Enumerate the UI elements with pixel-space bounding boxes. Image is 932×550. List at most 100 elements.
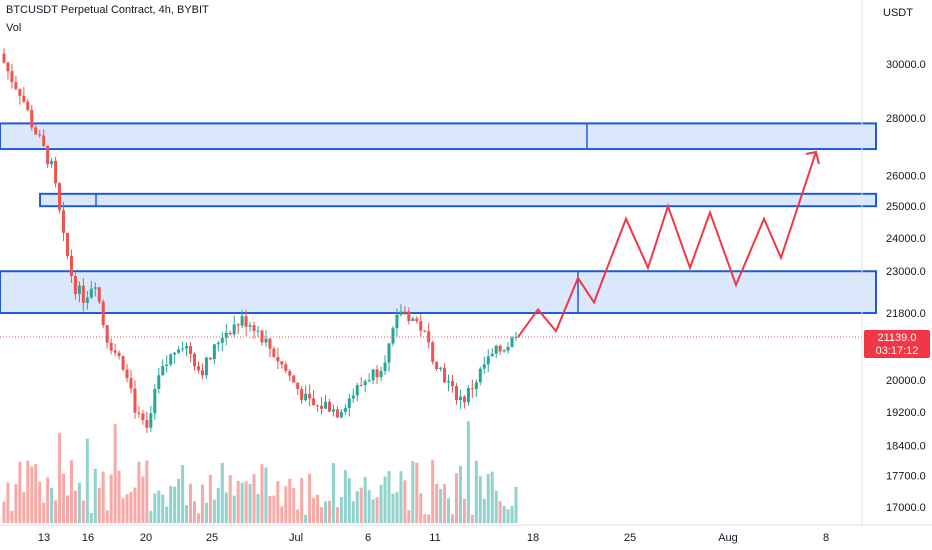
time-tick-label: 6	[365, 532, 371, 544]
candle-body	[204, 357, 208, 376]
volume-bar	[121, 498, 125, 523]
candle-body	[454, 386, 458, 400]
candle-body	[117, 352, 121, 357]
price-tick-label: 17700.0	[886, 471, 926, 483]
candle-body	[10, 71, 14, 83]
candle-body	[240, 316, 244, 326]
candle-body	[161, 366, 165, 376]
price-tick-label: 18400.0	[886, 440, 926, 452]
volume-bar	[153, 493, 157, 523]
price-tick-label: 24000.0	[886, 233, 926, 245]
candle-body	[129, 378, 133, 389]
candle-body	[212, 344, 216, 360]
volume-bar	[284, 486, 288, 523]
volume-bar	[65, 495, 70, 523]
volume-bar	[85, 438, 89, 523]
volume-indicator-label[interactable]: Vol	[6, 22, 22, 34]
volume-bar	[185, 505, 189, 523]
candle-body	[196, 366, 200, 371]
volume-bar	[89, 512, 93, 523]
volume-bar	[323, 501, 328, 523]
candle-body	[185, 346, 189, 349]
volume-bar	[447, 498, 451, 523]
price-tick-label: 21800.0	[886, 308, 926, 320]
candle-body	[121, 356, 125, 370]
volume-bar	[228, 475, 232, 523]
volume-bar	[26, 460, 30, 523]
volume-bar	[466, 421, 470, 523]
candle-body	[137, 412, 141, 414]
candle-body	[403, 311, 407, 313]
candle-body	[439, 367, 443, 370]
volume-bar	[145, 460, 149, 523]
volume-bar	[462, 498, 466, 523]
time-tick-label: 16	[82, 532, 94, 544]
volume-bar	[411, 461, 415, 523]
candle-body	[46, 145, 50, 165]
volume-bar	[173, 486, 177, 523]
candle-body	[192, 353, 197, 367]
volume-bar	[133, 487, 137, 523]
candle-body	[216, 342, 220, 345]
volume-bar	[204, 502, 208, 523]
volume-bar	[399, 471, 403, 523]
time-tick-label: Aug	[718, 532, 738, 544]
price-tick-label: 28000.0	[886, 113, 926, 125]
volume-bar	[490, 471, 494, 523]
candle-body	[347, 398, 351, 409]
volume-bar	[367, 490, 371, 523]
volume-bar	[387, 471, 391, 523]
volume-layer	[2, 421, 518, 523]
volume-bar	[363, 476, 367, 523]
volume-bar	[320, 507, 324, 523]
candle-body	[339, 412, 343, 418]
candle-body	[359, 385, 363, 387]
candle-body	[395, 314, 399, 329]
volume-bar	[6, 482, 10, 523]
candle-body	[6, 62, 10, 72]
volume-bar	[220, 462, 224, 523]
time-tick-label: 20	[140, 532, 152, 544]
candle-body	[443, 367, 447, 383]
last-price-badge-bg	[864, 330, 930, 359]
supply-demand-zone[interactable]	[39, 192, 877, 208]
volume-bar	[77, 482, 81, 523]
candle-body	[85, 297, 89, 303]
volume-bar	[474, 460, 478, 523]
price-tick-label: 23000.0	[886, 266, 926, 278]
candle-body	[363, 381, 367, 386]
candle-body	[236, 324, 240, 326]
supply-demand-zone[interactable]	[0, 122, 877, 151]
symbol-title[interactable]: BTCUSDT Perpetual Contract, 4h, BYBIT	[6, 4, 209, 16]
candle-body	[157, 375, 161, 389]
candle-body	[447, 381, 451, 383]
volume-bar	[280, 506, 284, 523]
candle-body	[22, 95, 26, 102]
candle-body	[450, 381, 455, 387]
time-tick-label: Jul	[289, 532, 303, 544]
candle-body	[320, 405, 324, 409]
last-price-value: 21139.0	[878, 332, 917, 344]
volume-bar	[506, 509, 510, 523]
supply-demand-zone[interactable]	[0, 270, 877, 315]
volume-bar	[264, 467, 268, 523]
volume-bar	[149, 510, 153, 523]
time-axis[interactable]: 13 16 20 25 Jul 6 11 18 25 Aug 8	[38, 532, 829, 544]
candle-body	[474, 382, 478, 390]
candle-body	[256, 330, 260, 332]
price-axis[interactable]: 30000.0 28000.0 26000.0 25000.0 24000.0 23000…	[886, 59, 926, 514]
volume-bar	[200, 484, 204, 523]
candle-body	[280, 361, 284, 365]
volume-bar	[192, 501, 197, 523]
candle-body	[153, 388, 157, 414]
projection-path[interactable]	[517, 151, 817, 338]
volume-bar	[288, 478, 292, 523]
time-tick-label: 18	[527, 532, 539, 544]
volume-bar	[407, 510, 411, 523]
candle-body	[391, 328, 395, 344]
volume-bar	[268, 496, 272, 523]
candle-body	[208, 357, 212, 360]
candle-body	[478, 368, 482, 383]
candle-body	[419, 321, 423, 331]
